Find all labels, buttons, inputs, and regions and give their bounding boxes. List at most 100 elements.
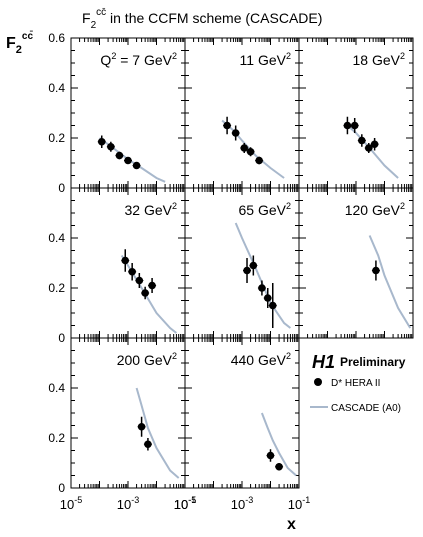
q2-value: 11 GeV: [240, 52, 287, 68]
data-point: [143, 438, 152, 451]
y-tick-label: 0.4: [48, 231, 65, 245]
data-point: [357, 134, 366, 147]
data-marker: [144, 440, 152, 449]
legend: H1 Preliminary D* HERA II CASCADE (A0): [310, 352, 406, 414]
data-marker: [135, 276, 144, 285]
y-tick-label: 0.2: [48, 131, 65, 145]
data-point: [106, 141, 115, 152]
data-point: [255, 156, 264, 165]
q2-unit-exponent: 2: [400, 201, 405, 211]
x-tick-exponent: -3: [245, 495, 253, 505]
q2-unit-exponent: 2: [286, 351, 291, 361]
data-marker: [372, 266, 380, 275]
panel-q2-label: 18 GeV2: [353, 51, 406, 68]
data-marker: [343, 121, 352, 130]
data-point: [137, 416, 146, 437]
panel-q2-label: 440 GeV2: [231, 351, 291, 368]
panel-q2-label: 200 GeV2: [117, 351, 177, 368]
panel-q2-label: 11 GeV2: [240, 51, 291, 68]
data-point: [135, 273, 144, 288]
data-marker: [263, 294, 272, 302]
q2-value: = 7 GeV: [116, 52, 172, 68]
svg-text:F2cc̄: F2cc̄: [6, 30, 33, 56]
q2-unit-exponent: 2: [400, 51, 405, 61]
q2-value: 440 GeV: [231, 352, 287, 368]
panel-5: 65 GeV2: [184, 187, 300, 339]
ylabel-main: F: [6, 35, 16, 52]
data-marker: [275, 462, 283, 471]
data-point: [350, 118, 359, 133]
x-tick-label: 10-1: [174, 495, 196, 512]
x-tick-label: 10-5: [174, 495, 196, 512]
q2-exponent: 2: [111, 51, 116, 61]
data-marker: [115, 151, 124, 160]
q2-value: 18 GeV: [353, 52, 401, 68]
data-point: [141, 286, 150, 300]
data-point: [115, 151, 124, 160]
panel-q2-label: 65 GeV2: [239, 201, 292, 218]
legend-data-label: D* HERA II: [331, 378, 380, 389]
data-marker: [268, 301, 277, 310]
x-tick-exponent: -1: [302, 495, 310, 505]
q2-value: 65 GeV: [239, 202, 287, 218]
y-tick-label: 0.2: [48, 281, 65, 295]
y-tick-label: 0: [58, 181, 65, 195]
model-curve: [368, 235, 412, 329]
x-tick-exponent: -3: [131, 495, 139, 505]
model-curve: [135, 387, 180, 479]
data-point: [132, 161, 141, 170]
legend-data-marker: [314, 378, 322, 386]
data-marker: [107, 142, 115, 151]
y-tick-label: 0.2: [48, 431, 65, 445]
panel-4: 32 GeV2: [70, 187, 186, 339]
x-tick-base: 10: [231, 497, 245, 512]
data-point: [343, 116, 352, 135]
model-curve: [260, 412, 297, 477]
data-marker: [358, 136, 366, 145]
panel-q2-label: 32 GeV2: [125, 201, 178, 218]
q2-value: 32 GeV: [125, 202, 173, 218]
panel-q2-label: Q2 = 7 GeV2: [100, 51, 177, 68]
panel-6: 120 GeV2: [298, 187, 414, 339]
model-curve: [120, 254, 178, 334]
y-tick-label: 0: [58, 331, 65, 345]
data-marker: [249, 261, 258, 270]
x-tick-label: 10-3: [117, 495, 139, 512]
q2-value: 120 GeV: [345, 202, 401, 218]
data-marker: [121, 256, 130, 265]
data-marker: [350, 121, 359, 130]
panel-2: 11 GeV2: [184, 37, 300, 189]
legend-logo: H1: [312, 352, 335, 372]
title-sup: cc̄: [96, 7, 106, 18]
x-axis-label: x: [287, 516, 296, 533]
q2-symbol: Q: [100, 52, 111, 68]
data-point: [371, 260, 380, 281]
y-tick-label: 0: [58, 481, 65, 495]
x-tick-label: 10-1: [288, 495, 310, 512]
panel-1: Q2 = 7 GeV2: [70, 37, 186, 189]
y-tick-label: 0.4: [48, 81, 65, 95]
model-curve: [221, 119, 285, 179]
y-axis-label: F2cc̄: [6, 30, 33, 56]
data-point: [243, 258, 252, 283]
data-marker: [148, 281, 156, 290]
data-point: [263, 288, 272, 308]
data-point: [128, 263, 137, 281]
data-marker: [231, 129, 240, 137]
legend-status: Preliminary: [340, 355, 406, 369]
x-tick-label: 10-5: [60, 495, 82, 512]
data-point: [148, 278, 157, 293]
data-point: [266, 449, 275, 462]
svg-text:F2cc̄ in the CCFM scheme (CASC: F2 cc̄ in the CCFM scheme (CASCADE): [82, 7, 322, 31]
q2-unit-exponent: 2: [172, 201, 177, 211]
title-rest: in the CCFM scheme (CASCADE): [106, 10, 322, 26]
ylabel-sup: cc̄: [22, 30, 34, 42]
x-tick-base: 10: [117, 497, 131, 512]
x-tick-base: 10: [288, 497, 302, 512]
figure-title: F2 cc̄ in the CCFM scheme (CASCADE): [82, 7, 322, 31]
data-point: [275, 462, 284, 471]
q2-unit-exponent: 2: [172, 51, 177, 61]
data-point: [364, 143, 373, 153]
